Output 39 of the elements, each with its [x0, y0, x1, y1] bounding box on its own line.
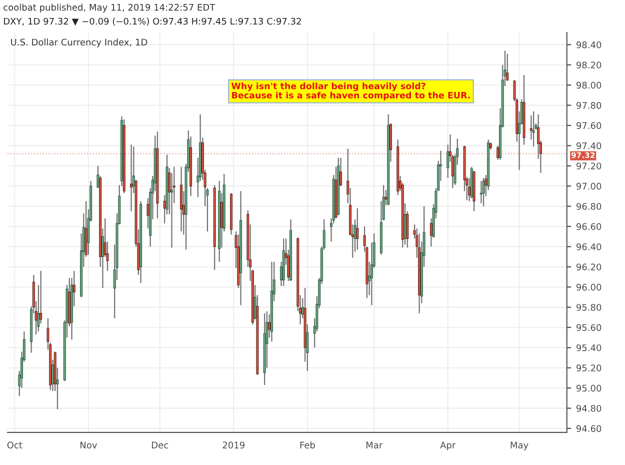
y-tick-label: 95.40 [576, 344, 602, 352]
candlestick [480, 180, 482, 204]
y-tick-label: 94.80 [576, 404, 602, 412]
y-tick-label: 98.20 [576, 62, 602, 68]
y-tick-label: 96.60 [576, 223, 602, 230]
y-tick-label: 97.40 [576, 142, 602, 150]
y-tick-label: 97.00 [576, 182, 602, 190]
y-tick-label: 95.00 [576, 384, 602, 392]
y-tick-label: 97.80 [576, 102, 602, 109]
candlestick [482, 177, 485, 207]
x-tick-label: Apr [440, 442, 456, 450]
y-tick-label: 94.60 [576, 425, 602, 432]
y-tick-label: 96.40 [576, 243, 602, 250]
candlestick [506, 53, 509, 82]
x-tick-label: Mar [366, 442, 383, 448]
y-tick-label: 95.80 [576, 304, 602, 311]
x-tick-label: Dec [152, 442, 168, 448]
y-tick-label: 96.80 [576, 202, 602, 210]
y-tick-label: 98.40 [576, 41, 602, 48]
x-tick-label: Oct [7, 442, 22, 448]
y-tick-label: 96.00 [576, 284, 602, 291]
candlestick [146, 198, 150, 230]
x-tick-label: May [510, 442, 528, 450]
y-tick-label: 97.60 [576, 122, 602, 130]
annotation: Why isn't the dollar being heavily sold? Because it is a safe haven compared to the EUR. [232, 82, 470, 100]
y-tick-label: 98.00 [576, 82, 602, 89]
text: DXY, 1D 97.32 ▼ −0.09 (−0.1%) O:97.43 H:97.45 L:97.13 C:97.32 [4, 18, 301, 26]
x-tick-label: 2019 [222, 442, 244, 448]
y-tick-label: 95.20 [576, 364, 602, 372]
candlestick [356, 208, 359, 250]
y-tick-label: 96.20 [576, 264, 602, 270]
text: coolbat published, May 11, 2019 14:22:57 EDT [4, 4, 216, 12]
text: U.S. Dollar Currency Index, 1D [11, 38, 148, 48]
candlestick [532, 110, 535, 148]
y-tick-label: 97.20 [576, 162, 602, 170]
y-tick-label: 95.60 [576, 324, 602, 331]
x-tick-label: Feb [300, 441, 315, 448]
candlestick [130, 144, 133, 212]
x-tick-label: Nov [80, 442, 97, 448]
